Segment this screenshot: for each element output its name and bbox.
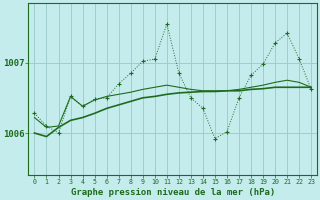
- X-axis label: Graphe pression niveau de la mer (hPa): Graphe pression niveau de la mer (hPa): [71, 188, 275, 197]
